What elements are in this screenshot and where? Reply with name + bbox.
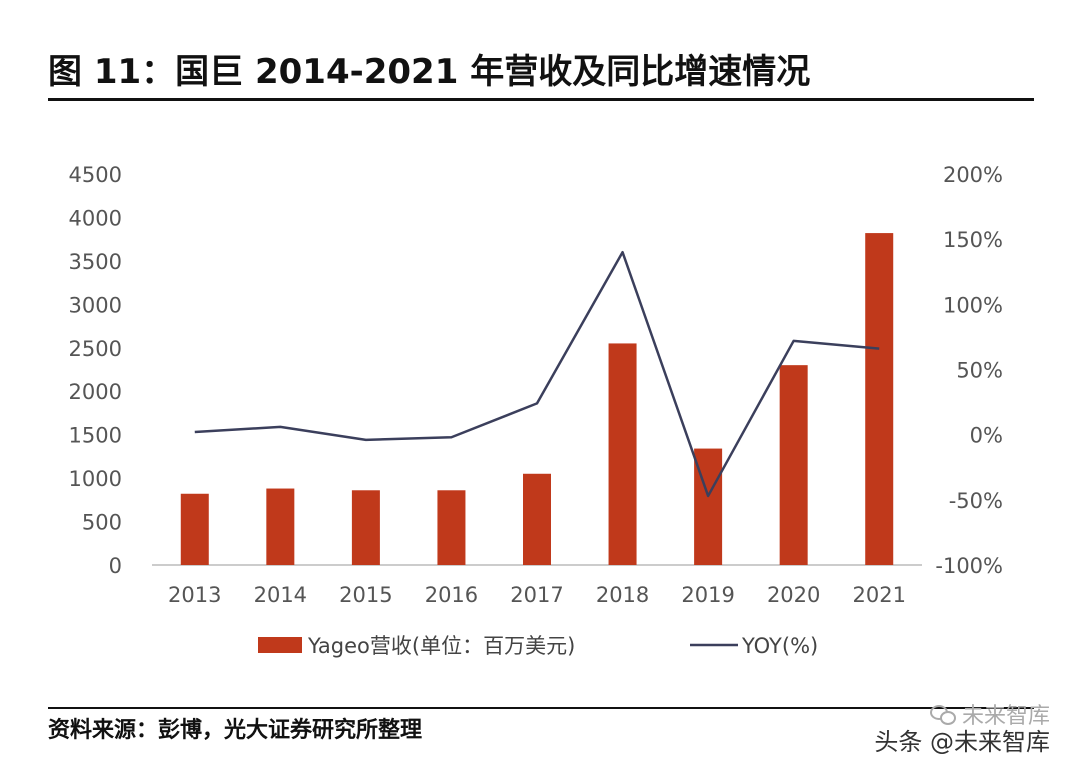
watermark-top: 未来智库 [929,698,1050,730]
left-tick-label: 500 [82,511,122,535]
left-axis-ticks: 0 500 1000 1500 2000 2500 3000 3500 4000 4500 [69,163,122,578]
watermark-text: 头条 @未来智库 [874,728,1050,756]
left-tick-label: 2500 [69,337,122,361]
title-rule [48,98,1034,101]
right-tick-label: 50% [956,359,1003,383]
source-note: 资料来源：彭博，光大证券研究所整理 [48,718,423,743]
right-tick-label: 200% [943,163,1003,187]
watermark-top-text: 未来智库 [961,704,1050,729]
right-tick-label: 0% [970,424,1003,448]
bar-series [180,233,894,565]
x-tick-label: 2019 [681,583,734,607]
yoy-line [194,250,880,498]
x-axis-ticks: 2013 2014 2015 2016 2017 2018 2019 2020 2021 [168,583,906,607]
x-tick-label: 2015 [339,583,392,607]
legend-line-label: YOY(%) [741,634,818,658]
chart-title: 图 11：国巨 2014-2021 年营收及同比增速情况 [48,52,811,92]
x-tick-label: 2017 [510,583,563,607]
left-tick-label: 0 [109,554,122,578]
left-tick-label: 3000 [69,293,122,317]
x-tick-label: 2018 [596,583,649,607]
watermark: 头条 @未来智库 [874,722,1050,757]
source-rule [48,707,1034,709]
bar [608,343,637,565]
left-tick-label: 4500 [69,163,122,187]
legend: Yageo营收(单位：百万美元) YOY(%) [258,634,818,658]
bar [865,233,894,565]
left-tick-label: 1000 [69,467,122,491]
bar [351,490,380,565]
right-axis-ticks: -100% -50% 0% 50% 100% 150% 200% [935,163,1003,578]
right-tick-label: -100% [935,554,1003,578]
x-tick-label: 2021 [852,583,905,607]
right-tick-label: 150% [943,228,1003,252]
bar [523,473,551,565]
x-tick-label: 2013 [168,583,221,607]
x-tick-label: 2016 [425,583,478,607]
bar [180,493,209,565]
wechat-icon [929,704,956,725]
legend-bar-swatch [258,637,302,653]
x-tick-label: 2014 [254,583,307,607]
bar [779,365,808,565]
left-tick-label: 4000 [69,206,122,230]
bar [437,490,466,565]
bar [266,488,295,565]
x-tick-label: 2020 [767,583,820,607]
legend-bar-label: Yageo营收(单位：百万美元) [307,634,575,658]
right-tick-label: 100% [943,293,1003,317]
left-tick-label: 1500 [69,424,122,448]
left-tick-label: 3500 [69,250,122,274]
right-tick-label: -50% [949,489,1003,513]
left-tick-label: 2000 [69,380,122,404]
